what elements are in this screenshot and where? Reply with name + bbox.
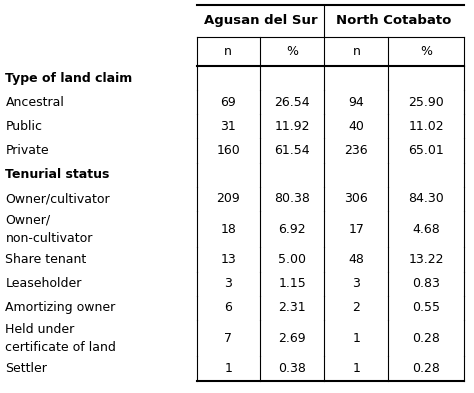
Text: certificate of land: certificate of land [5,341,116,354]
Text: 0.38: 0.38 [278,362,306,375]
Text: non-cultivator: non-cultivator [5,232,93,245]
Text: Tenurial status: Tenurial status [5,168,110,181]
Text: Amortizing owner: Amortizing owner [5,301,116,314]
Text: 209: 209 [217,193,240,206]
Text: 80.38: 80.38 [274,193,310,206]
Text: 5.00: 5.00 [278,253,306,266]
Text: 2.31: 2.31 [278,301,306,314]
Text: Type of land claim: Type of land claim [5,72,133,84]
Text: 0.83: 0.83 [412,277,440,290]
Text: 236: 236 [345,144,368,157]
Text: 7: 7 [224,332,232,345]
Text: %: % [286,45,298,58]
Text: 26.54: 26.54 [274,96,310,109]
Text: Public: Public [5,120,42,133]
Text: 13.22: 13.22 [408,253,444,266]
Text: Agusan del Sur: Agusan del Sur [204,15,318,28]
Text: Held under: Held under [5,323,75,336]
Text: 1: 1 [352,332,360,345]
Text: 69: 69 [220,96,236,109]
Text: Settler: Settler [5,362,47,375]
Text: 31: 31 [220,120,236,133]
Text: Private: Private [5,144,49,157]
Text: Ancestral: Ancestral [5,96,64,109]
Text: n: n [352,45,360,58]
Text: %: % [420,45,432,58]
Text: 11.92: 11.92 [274,120,310,133]
Text: 94: 94 [348,96,364,109]
Text: 1: 1 [224,362,232,375]
Text: North Cotabato: North Cotabato [337,15,452,28]
Text: 18: 18 [220,223,236,236]
Text: 2.69: 2.69 [278,332,306,345]
Text: 3: 3 [352,277,360,290]
Text: 11.02: 11.02 [408,120,444,133]
Text: 25.90: 25.90 [408,96,444,109]
Text: 84.30: 84.30 [408,193,444,206]
Text: 40: 40 [348,120,365,133]
Text: 160: 160 [217,144,240,157]
Text: Owner/cultivator: Owner/cultivator [5,193,110,206]
Text: 6.92: 6.92 [278,223,306,236]
Text: 3: 3 [224,277,232,290]
Text: 1: 1 [352,362,360,375]
Text: Share tenant: Share tenant [5,253,87,266]
Text: Owner/: Owner/ [5,214,51,227]
Text: 0.28: 0.28 [412,332,440,345]
Text: 48: 48 [348,253,365,266]
Text: 0.55: 0.55 [412,301,440,314]
Text: 61.54: 61.54 [274,144,310,157]
Text: 2: 2 [352,301,360,314]
Text: 6: 6 [224,301,232,314]
Text: Leaseholder: Leaseholder [5,277,82,290]
Text: 13: 13 [220,253,236,266]
Text: 0.28: 0.28 [412,362,440,375]
Text: 1.15: 1.15 [278,277,306,290]
Text: n: n [224,45,232,58]
Text: 17: 17 [348,223,365,236]
Text: 65.01: 65.01 [408,144,444,157]
Text: 4.68: 4.68 [412,223,440,236]
Text: 306: 306 [345,193,368,206]
